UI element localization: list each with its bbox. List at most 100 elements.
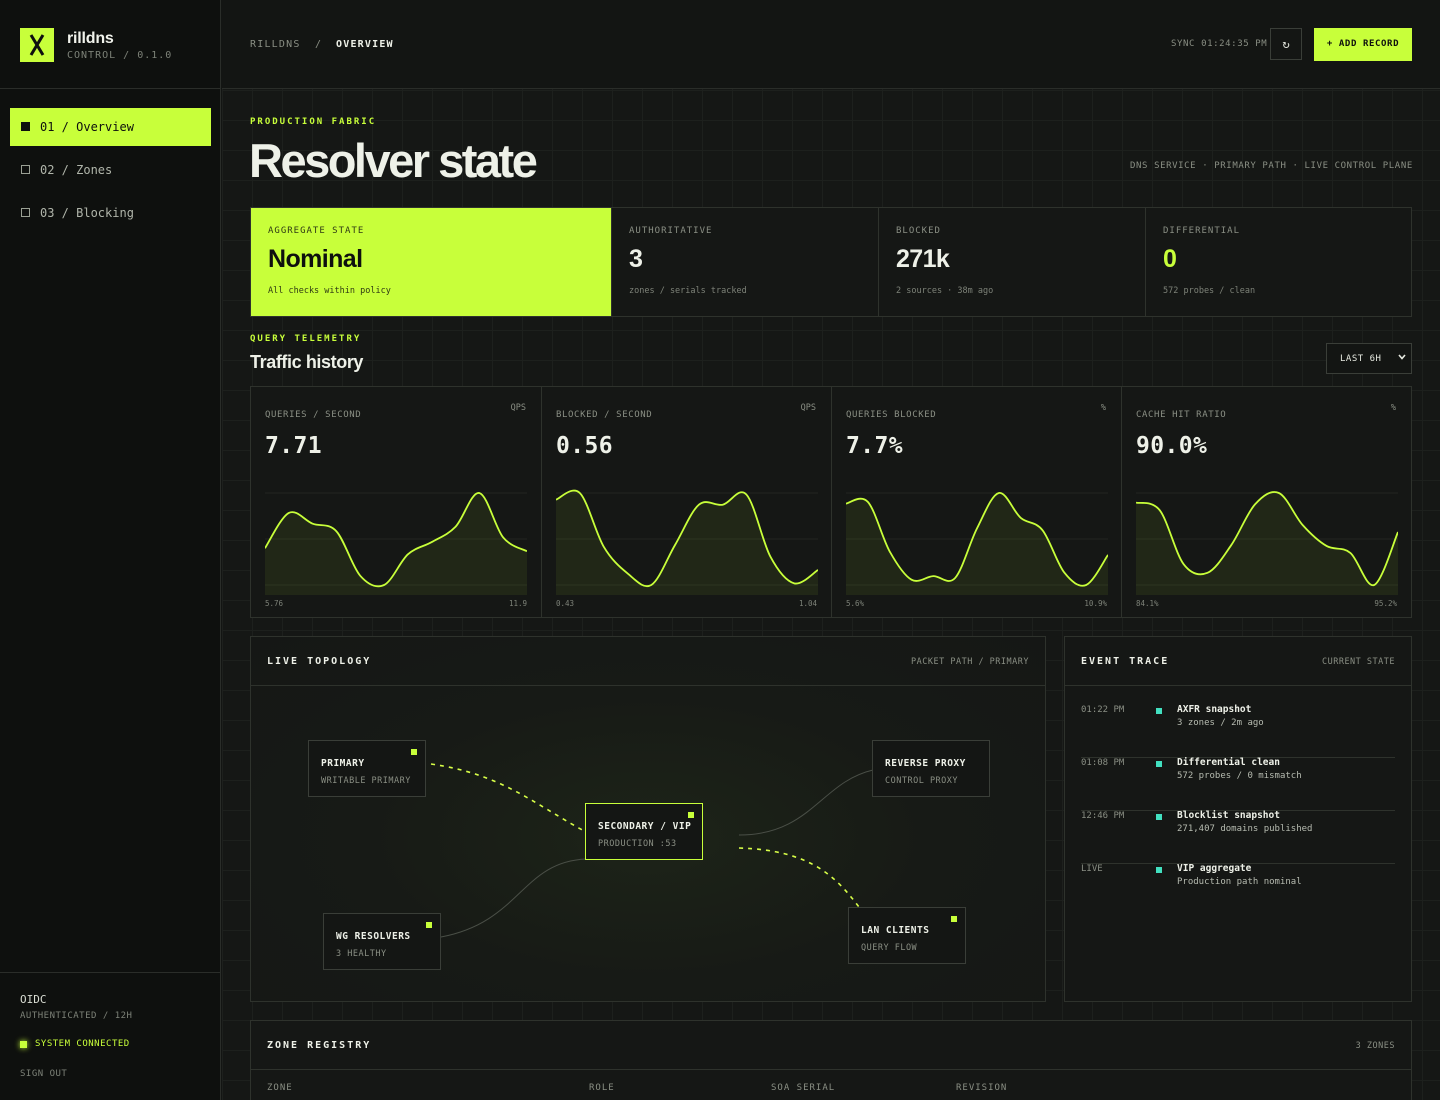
panel-unit: % bbox=[1100, 403, 1106, 413]
brand: rilldns CONTROL / 0.1.0 bbox=[0, 0, 220, 89]
node-subtitle: WRITABLE PRIMARY bbox=[321, 776, 411, 786]
node-wg-resolvers[interactable]: WG RESOLVERS 3 HEALTHY bbox=[323, 913, 441, 970]
status-dot-icon bbox=[411, 749, 417, 755]
page-subtitle: DNS SERVICE · PRIMARY PATH · LIVE CONTRO… bbox=[1130, 161, 1413, 171]
card-header: ZONE REGISTRY 3 ZONES bbox=[251, 1021, 1411, 1070]
sparkline bbox=[1136, 491, 1398, 595]
node-reverse-proxy[interactable]: REVERSE PROXY CONTROL PROXY bbox=[872, 740, 990, 797]
panel-max: 10.9% bbox=[1084, 599, 1107, 608]
telemetry-grid: QUERIES / SECOND QPS 7.71 5.76 11.9 BLOC… bbox=[250, 386, 1412, 618]
card-meta: CURRENT STATE bbox=[1321, 657, 1395, 667]
panel-min: 84.1% bbox=[1136, 599, 1159, 608]
sparkline bbox=[265, 492, 527, 595]
link-wg-secondary bbox=[440, 858, 587, 938]
node-title: SECONDARY / VIP bbox=[598, 821, 692, 832]
nav-square-icon bbox=[21, 208, 30, 217]
add-record-button[interactable]: + ADD RECORD bbox=[1314, 28, 1412, 61]
panel-value: 90.0% bbox=[1136, 433, 1208, 459]
panel-label: QUERIES / SECOND bbox=[265, 410, 362, 420]
stat-note: 2 sources · 38m ago bbox=[896, 286, 994, 296]
node-secondary-vip[interactable]: SECONDARY / VIP PRODUCTION :53 bbox=[585, 803, 703, 860]
column-header-soa-serial[interactable]: SOA SERIAL bbox=[771, 1083, 836, 1093]
event-detail: 572 probes / 0 mismatch bbox=[1177, 771, 1302, 781]
node-subtitle: 3 HEALTHY bbox=[336, 949, 387, 959]
status-dot-icon bbox=[688, 812, 694, 818]
live-topology: LIVE TOPOLOGY PACKET PATH / PRIMARY PRIM… bbox=[250, 636, 1046, 1002]
link-secondary-lan bbox=[738, 847, 860, 908]
event-item[interactable]: 01:08 PM Differential clean 572 probes /… bbox=[1081, 757, 1395, 811]
column-header-revision[interactable]: REVISION bbox=[956, 1083, 1008, 1093]
page-title: Resolver state bbox=[249, 134, 538, 187]
sign-out-link[interactable]: SIGN OUT bbox=[20, 1069, 68, 1079]
system-status: SYSTEM CONNECTED bbox=[35, 1039, 130, 1049]
nav-item-overview[interactable]: 01 / Overview bbox=[10, 108, 211, 146]
time-range-select[interactable]: LAST 6H bbox=[1326, 343, 1412, 374]
event-time: LIVE bbox=[1081, 864, 1103, 874]
breadcrumb-current: OVERVIEW bbox=[336, 39, 394, 50]
stat-note: zones / serials tracked bbox=[629, 286, 747, 296]
event-item[interactable]: LIVE VIP aggregate Production path nomin… bbox=[1081, 863, 1395, 917]
panel-value: 7.71 bbox=[265, 433, 322, 459]
brand-version: CONTROL / 0.1.0 bbox=[67, 50, 173, 61]
chevron-down-icon bbox=[1397, 352, 1407, 365]
node-primary[interactable]: PRIMARY WRITABLE PRIMARY bbox=[308, 740, 426, 797]
telemetry-eyebrow: QUERY TELEMETRY bbox=[250, 334, 362, 344]
card-meta: 3 ZONES bbox=[1355, 1041, 1395, 1051]
panel-max: 11.9 bbox=[508, 599, 527, 608]
refresh-button[interactable]: ↻ bbox=[1270, 28, 1302, 60]
link-primary-secondary bbox=[430, 763, 587, 833]
sync-timestamp: SYNC 01:24:35 PM bbox=[1171, 39, 1268, 49]
card-header: EVENT TRACE CURRENT STATE bbox=[1065, 637, 1411, 686]
event-detail: 271,407 domains published bbox=[1177, 824, 1313, 834]
breadcrumb-separator: / bbox=[315, 39, 322, 50]
event-detail: 3 zones / 2m ago bbox=[1177, 718, 1264, 728]
event-title: VIP aggregate bbox=[1177, 863, 1252, 874]
column-header-role[interactable]: ROLE bbox=[589, 1083, 615, 1093]
card-title: LIVE TOPOLOGY bbox=[267, 656, 372, 667]
event-item[interactable]: 01:22 PM AXFR snapshot 3 zones / 2m ago bbox=[1081, 704, 1395, 758]
stat-value: 3 bbox=[629, 245, 643, 273]
stat-value: 0 bbox=[1163, 245, 1177, 273]
nav-item-blocking[interactable]: 03 / Blocking bbox=[10, 194, 211, 232]
event-dot-icon bbox=[1156, 708, 1162, 714]
panel-min: 5.76 bbox=[265, 599, 284, 608]
stat-blocked: BLOCKED 271k 2 sources · 38m ago bbox=[878, 208, 1145, 316]
page-eyebrow: PRODUCTION FABRIC bbox=[250, 117, 377, 127]
sparkline-line bbox=[265, 492, 527, 588]
node-title: WG RESOLVERS bbox=[336, 931, 411, 942]
sparkline bbox=[556, 489, 818, 595]
node-subtitle: QUERY FLOW bbox=[861, 943, 918, 953]
status-dot-icon bbox=[426, 922, 432, 928]
node-lan-clients[interactable]: LAN CLIENTS QUERY FLOW bbox=[848, 907, 966, 964]
card-title: ZONE REGISTRY bbox=[267, 1040, 372, 1051]
sparkline-area bbox=[846, 492, 1108, 595]
auth-provider: OIDC bbox=[20, 993, 47, 1006]
stat-label: AGGREGATE STATE bbox=[268, 226, 365, 236]
panel-cache-hit-ratio: CACHE HIT RATIO % 90.0% 84.1% 95.2% bbox=[1121, 387, 1411, 617]
nav-square-icon bbox=[21, 122, 30, 131]
panel-blocked-per-second: BLOCKED / SECOND QPS 0.56 0.43 1.04 bbox=[541, 387, 831, 617]
panel-queries-per-second: QUERIES / SECOND QPS 7.71 5.76 11.9 bbox=[251, 387, 541, 617]
event-item[interactable]: 12:46 PM Blocklist snapshot 271,407 doma… bbox=[1081, 810, 1395, 864]
panel-min: 0.43 bbox=[556, 599, 575, 608]
panel-label: QUERIES BLOCKED bbox=[846, 410, 937, 420]
panel-max: 1.04 bbox=[798, 599, 817, 608]
panel-label: BLOCKED / SECOND bbox=[556, 410, 653, 420]
nav-item-zones[interactable]: 02 / Zones bbox=[10, 151, 211, 189]
sparkline-area bbox=[265, 492, 527, 595]
breadcrumb-root[interactable]: RILLDNS bbox=[250, 39, 301, 50]
event-time: 12:46 PM bbox=[1081, 811, 1125, 821]
panel-label: CACHE HIT RATIO bbox=[1136, 410, 1227, 420]
link-secondary-reverse-proxy bbox=[738, 769, 874, 836]
status-dot-icon bbox=[20, 1041, 27, 1048]
sparkline-line bbox=[1136, 491, 1398, 586]
top-bar: RILLDNS / OVERVIEW SYNC 01:24:35 PM ↻ + … bbox=[222, 0, 1440, 89]
panel-min: 5.6% bbox=[846, 599, 865, 608]
node-title: PRIMARY bbox=[321, 758, 365, 769]
stat-value: 271k bbox=[896, 245, 950, 273]
logo[interactable] bbox=[20, 28, 54, 62]
sparkline-area bbox=[1136, 492, 1398, 595]
zone-registry: ZONE REGISTRY 3 ZONES ZONE ROLE SOA SERI… bbox=[250, 1020, 1412, 1100]
session-panel: OIDC AUTHENTICATED / 12H SYSTEM CONNECTE… bbox=[0, 972, 221, 1100]
column-header-zone[interactable]: ZONE bbox=[267, 1083, 293, 1093]
